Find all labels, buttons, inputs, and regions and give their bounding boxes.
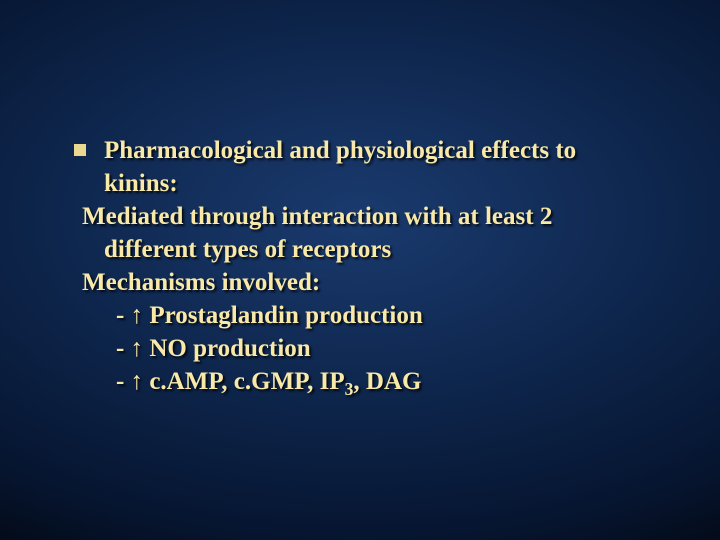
slide: Pharmacological and physiological effect… (0, 0, 720, 540)
title-line-1: Pharmacological and physiological effect… (104, 137, 576, 164)
up-arrow-icon: - ↑ (116, 368, 149, 395)
mechanism-item-1: - ↑ Prostaglandin production (68, 299, 660, 332)
title-line-2: kinins: (104, 170, 178, 197)
mechanism-item-2: - ↑ NO production (68, 332, 660, 365)
up-arrow-icon: - ↑ (116, 302, 149, 329)
mechanism-item-3: - ↑ c.AMP, c.GMP, IP3, DAG (68, 365, 660, 398)
body-line-2-wrap: different types of receptors (68, 233, 660, 266)
up-arrow-icon: - ↑ (116, 335, 149, 362)
mechanisms-header: Mechanisms involved: (68, 266, 660, 299)
slide-text-block: Pharmacological and physiological effect… (68, 134, 660, 398)
body-line-2: different types of receptors (104, 236, 391, 263)
title-line-2-wrap: kinins: (68, 167, 660, 200)
mechanism-2-text: NO production (149, 335, 310, 362)
mechanism-3-text-b: , DAG (353, 368, 421, 395)
mechanism-1-text: Prostaglandin production (149, 302, 422, 329)
mechanism-3-text-a: c.AMP, c.GMP, IP (149, 368, 344, 395)
square-bullet-icon (74, 144, 86, 156)
body-line-1: Mediated through interaction with at lea… (68, 200, 660, 233)
bullet-item: Pharmacological and physiological effect… (68, 134, 660, 167)
